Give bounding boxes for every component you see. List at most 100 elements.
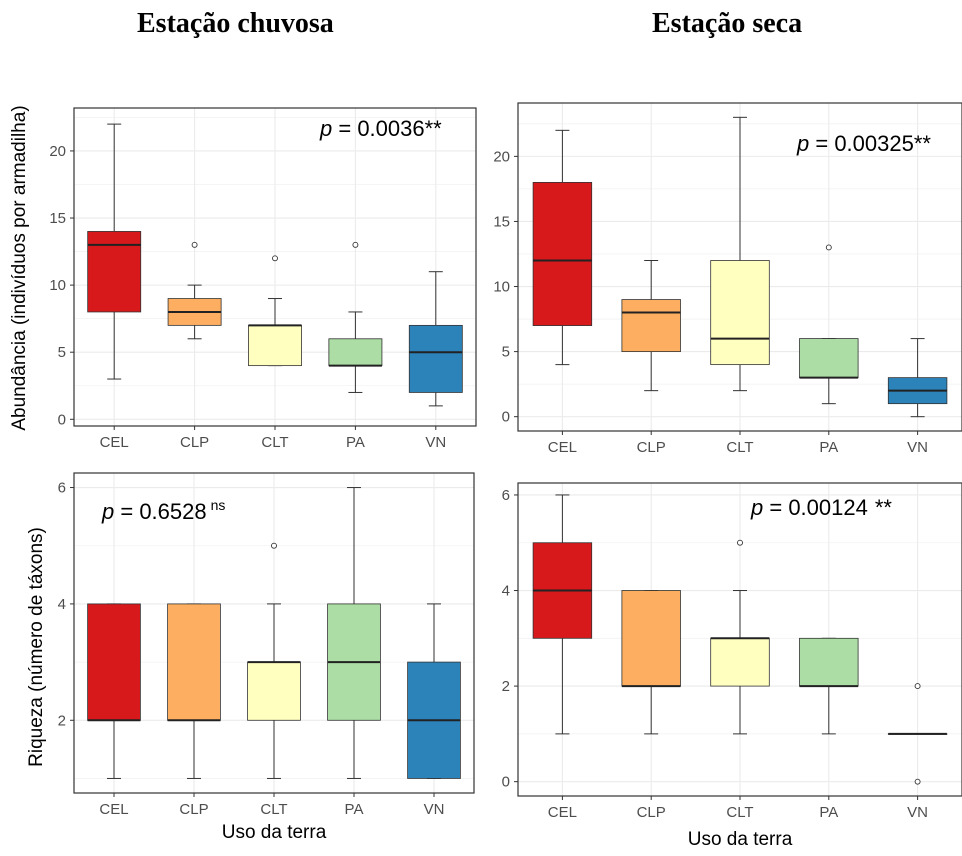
p-value-text: = 0.0036 [332, 116, 424, 141]
x-tick-label: CLP [180, 434, 209, 451]
box-iqr [408, 324, 463, 393]
y-tick-label: 5 [502, 344, 510, 361]
x-tick-label: PA [346, 434, 365, 451]
x-tick-label: CLP [637, 439, 666, 456]
x-axis-title: Uso da terra [688, 829, 793, 850]
box-clt [710, 539, 770, 735]
outlier-point [914, 683, 921, 690]
box-clt [247, 542, 301, 779]
x-tick-label: CEL [100, 434, 129, 451]
box-iqr [87, 603, 141, 721]
box-pa [327, 487, 381, 779]
p-symbol: p [750, 495, 763, 520]
x-axis-title: Uso da terra [222, 822, 327, 843]
x-tick-label: PA [345, 801, 364, 818]
p-symbol: p [319, 116, 332, 141]
outlier-point [825, 244, 832, 251]
x-tick-label: PA [819, 439, 838, 456]
p-value-annotation: p = 0.0036** [319, 116, 442, 141]
box-vn [408, 271, 463, 407]
y-tick-label: 4 [502, 583, 510, 600]
box-clp [167, 603, 221, 779]
left-column-title: Estação chuvosa [137, 8, 334, 39]
p-symbol: p [101, 499, 114, 524]
richness-dry-chart: 0 2 4 6 CEL CLP CLT PA VN Uso da terra p = 0.00124… [502, 482, 962, 850]
y-tick-label: 0 [502, 409, 510, 426]
p-value-annotation: p = 0.00124 ** [750, 495, 892, 520]
x-tick-label: VN [425, 434, 446, 451]
box-iqr [167, 603, 221, 721]
y-tick-label: 15 [493, 213, 510, 230]
box-clp [621, 259, 681, 392]
y-tick-label: 4 [58, 596, 66, 613]
outlier-point [352, 241, 359, 248]
y-tick-label: 15 [49, 210, 66, 227]
x-tick-label: CLT [261, 434, 288, 451]
x-tick-label: CLP [637, 804, 666, 821]
box-vn [887, 683, 948, 785]
y-tick-label: 10 [493, 279, 510, 296]
abundance-dry-chart: 0 5 10 15 20 CEL CLP CLT PA VN p = 0.00325** [493, 102, 962, 456]
outlier-point [737, 539, 743, 546]
box-cel [532, 494, 593, 735]
box-vn [887, 338, 948, 418]
box-clt [710, 116, 770, 392]
p-value-annotation: p = 0.6528 ns [101, 497, 225, 524]
box-cel [87, 603, 141, 779]
x-tick-label: CLT [726, 439, 753, 456]
box-pa [328, 241, 383, 393]
y-tick-label: 10 [49, 277, 66, 294]
y-tick-label: 6 [502, 487, 510, 504]
y-axis-title: Riqueza (número de táxons) [26, 527, 47, 767]
p-symbol: p [796, 131, 809, 156]
x-tick-label: CLP [179, 801, 208, 818]
significance-marker: ** [425, 116, 443, 141]
box-iqr [621, 590, 681, 687]
box-cel [87, 123, 142, 380]
abundance-rainy-chart: 0 5 10 15 20 CEL CLP CLT PA VN Abundância (indivíd… [9, 105, 477, 451]
outlier-point [914, 778, 921, 785]
x-tick-label: PA [819, 804, 838, 821]
p-value-text: = 0.00124 [763, 495, 868, 520]
y-tick-label: 2 [502, 678, 510, 695]
y-axis-title: Abundância (indivíduos por armadilha) [9, 105, 30, 430]
y-tick-label: 0 [58, 411, 66, 428]
box-clt [248, 255, 302, 367]
p-value-text: = 0.00325 [809, 131, 914, 156]
box-iqr [799, 637, 859, 687]
box-iqr [247, 661, 301, 721]
x-tick-label: VN [907, 804, 928, 821]
y-tick-label: 20 [49, 143, 66, 160]
box-iqr [710, 260, 770, 366]
box-iqr [799, 338, 859, 379]
y-tick-label: 2 [58, 712, 66, 729]
x-tick-label: CEL [99, 801, 128, 818]
box-iqr [87, 231, 142, 313]
box-iqr [710, 637, 770, 687]
box-iqr [621, 299, 681, 353]
box-vn [407, 603, 461, 779]
x-tick-label: CLT [726, 804, 753, 821]
outlier-point [271, 542, 277, 549]
significance-marker: ** [875, 495, 893, 520]
x-tick-label: VN [907, 439, 928, 456]
outlier-point [191, 241, 198, 248]
x-tick-label: CEL [548, 439, 577, 456]
p-value-text: = 0.6528 [114, 499, 206, 524]
box-clp [167, 241, 222, 340]
box-cel [532, 129, 593, 366]
box-pa [799, 637, 859, 735]
significance-marker: ns [211, 497, 226, 513]
box-pa [799, 244, 859, 405]
box-iqr [328, 338, 383, 367]
x-tick-label: VN [424, 801, 445, 818]
right-column-title: Estação seca [652, 8, 803, 39]
y-tick-label: 0 [502, 774, 510, 791]
box-iqr [532, 181, 593, 326]
box-clp [621, 590, 681, 735]
significance-marker: ** [914, 131, 932, 156]
x-tick-label: CEL [548, 804, 577, 821]
y-tick-label: 5 [58, 344, 66, 361]
richness-rainy-chart: 2 4 6 CEL CLP CLT PA VN Riqueza (número de táxon… [26, 472, 475, 843]
y-tick-label: 6 [58, 480, 66, 497]
